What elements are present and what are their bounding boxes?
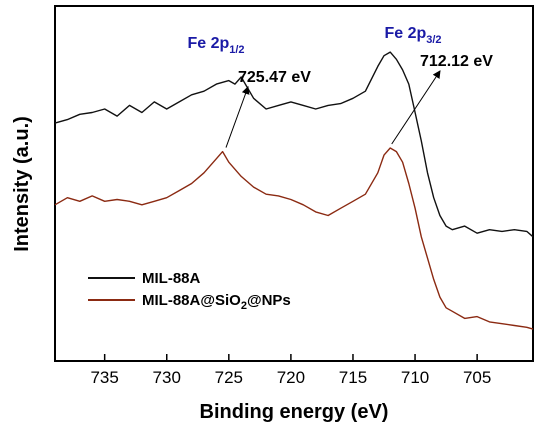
series-line-2 [54,147,534,330]
x-tick-label: 720 [277,368,305,387]
peak-value-label: 725.47 eV [238,69,311,86]
plot-frame [54,5,534,362]
annotation-arrow [225,86,250,148]
series-group [54,51,534,330]
peak-value-label: 712.12 eV [420,53,493,70]
legend-label: MIL-88A@SiO2@NPs [142,292,291,312]
peak-label: Fe 2p1/2 [187,35,244,56]
legend: MIL-88A MIL-88A@SiO2@NPs [88,270,291,312]
x-tick-label: 705 [463,368,491,387]
x-axis-ticks: 735 730 725 720 715 710 705 [90,354,491,387]
y-axis-title: Intensity (a.u.) [11,116,33,252]
x-axis-title: Binding energy (eV) [200,401,389,423]
x-tick-label: 735 [90,368,118,387]
annotation-arrow [391,70,441,145]
x-tick-label: 730 [153,368,181,387]
series-line-1 [54,51,534,238]
legend-label: MIL-88A [142,270,201,287]
annotation-group: Fe 2p1/2 Fe 2p3/2 725.47 eV 712.12 eV [187,25,493,148]
x-tick-label: 725 [215,368,243,387]
x-tick-label: 710 [401,368,429,387]
peak-label: Fe 2p3/2 [384,25,441,46]
x-tick-label: 715 [339,368,367,387]
